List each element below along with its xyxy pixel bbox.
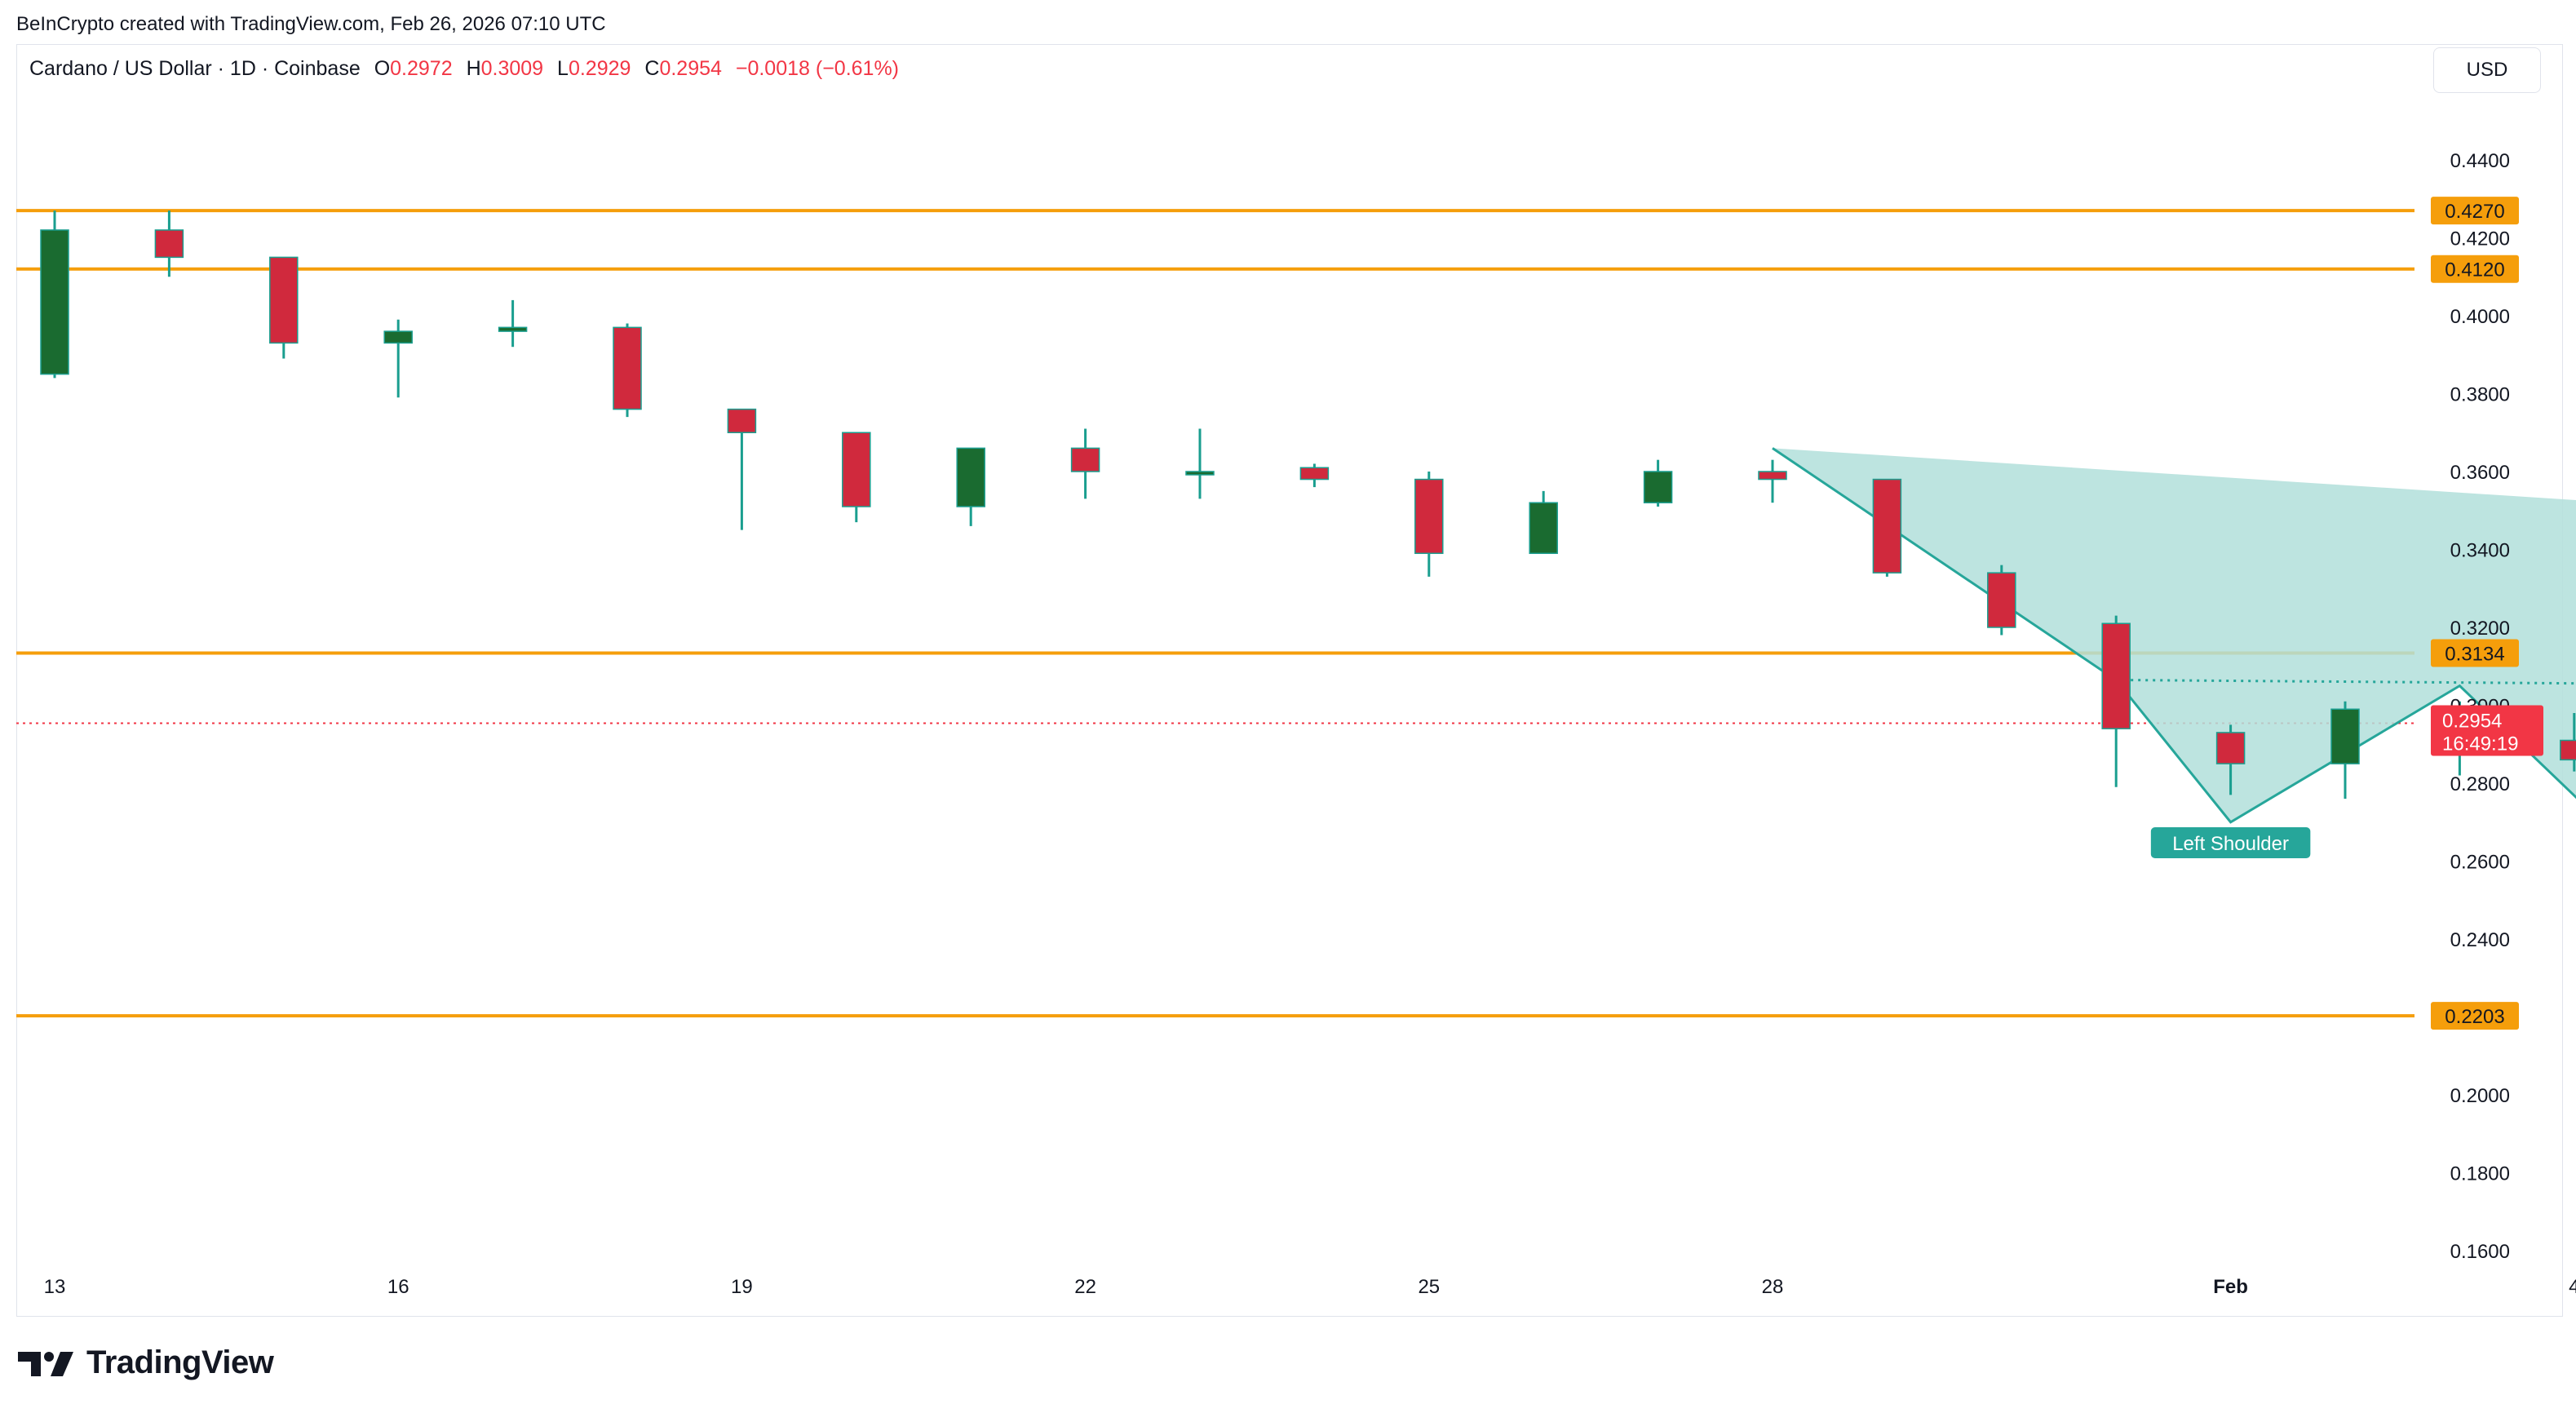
change-value: −0.0018 (−0.61%) (735, 57, 900, 80)
current-price-badge (2431, 705, 2543, 756)
candle-down (1070, 447, 1100, 472)
close-value: 0.2954 (659, 57, 722, 80)
candle-up (1529, 502, 1558, 555)
pattern-labels: Left ShoulderHeadRight Shoulder (2150, 827, 2311, 859)
high-value: 0.3009 (480, 57, 544, 80)
candle-down (2101, 622, 2131, 729)
candle-down (269, 256, 299, 344)
candle-down (1299, 467, 1330, 481)
time-tick-label: 19 (731, 1276, 753, 1298)
candlesticks (40, 210, 2576, 800)
pattern-fill (1773, 448, 2576, 822)
price-tick-label: 0.2000 (2450, 1085, 2510, 1107)
candle-down (2215, 732, 2246, 764)
candle-up (383, 330, 413, 344)
pattern-label: Left Shoulder (2172, 833, 2289, 855)
time-tick-label: 13 (44, 1276, 66, 1298)
level-badge (2431, 1002, 2519, 1030)
candle-up (1185, 471, 1215, 476)
price-tick-label: 0.2800 (2450, 773, 2510, 795)
price-axis: 0.4400 0.4200 0.4000 0.3800 0.3600 0.3400 0.32… (2431, 150, 2543, 1263)
price-tick-label: 0.3600 (2450, 462, 2510, 484)
candle-down (2560, 739, 2576, 761)
symbol-legend: Cardano / US Dollar · 1D · Coinbase O0.2… (29, 57, 899, 81)
symbol-name[interactable]: Cardano / US Dollar · 1D · Coinbase (29, 57, 361, 80)
candle-down (1987, 572, 2016, 628)
time-tick-label: 25 (1418, 1276, 1440, 1298)
price-tick-label: 0.2400 (2450, 929, 2510, 951)
time-tick-label: 22 (1074, 1276, 1096, 1298)
time-tick-label: Feb (2213, 1276, 2248, 1298)
low-label: L (557, 57, 569, 80)
level-badge-label: 0.2203 (2445, 1006, 2504, 1028)
level-badge-label: 0.4270 (2445, 201, 2504, 223)
candle-up (956, 447, 985, 507)
horizontal-levels (16, 209, 2414, 1018)
currency-selector[interactable]: USD (2433, 47, 2541, 93)
low-value: 0.2929 (568, 57, 631, 80)
brand-name: TradingView (86, 1344, 274, 1380)
chart-credit: BeInCrypto created with TradingView.com,… (16, 13, 606, 35)
time-axis: 131619222528Feb47101316192225Mar47101316 (44, 1276, 2576, 1298)
price-tick-label: 0.1600 (2450, 1241, 2510, 1263)
open-value: 0.2972 (390, 57, 453, 80)
candle-up (498, 326, 528, 332)
price-tick-label: 0.3200 (2450, 618, 2510, 640)
candle-up (40, 229, 69, 375)
level-badge-label: 0.4120 (2445, 259, 2504, 281)
candle-down (842, 432, 871, 507)
level-badge (2431, 197, 2519, 225)
pattern-outline (1772, 447, 2576, 824)
candle-down (1758, 471, 1787, 481)
candle-down (1414, 478, 1444, 555)
current-price-label: 0.2954 (2442, 710, 2502, 732)
price-tick-label: 0.2600 (2450, 852, 2510, 874)
candle-down (613, 326, 642, 410)
price-tick-label: 0.1800 (2450, 1163, 2510, 1185)
time-tick-label: 4 (2569, 1276, 2576, 1298)
candle-down (1872, 478, 1902, 574)
level-badge (2431, 255, 2519, 283)
pattern-label-box (2150, 827, 2311, 859)
candle-down (727, 408, 757, 434)
price-tick-label: 0.4000 (2450, 306, 2510, 328)
tradingview-brand[interactable]: TradingView (18, 1344, 274, 1381)
price-countdown-label: 16:49:19 (2442, 733, 2518, 755)
price-tick-label: 0.4200 (2450, 228, 2510, 250)
time-tick-label: 16 (387, 1276, 409, 1298)
inverse-head-shoulders-pattern (1772, 447, 2576, 824)
candle-up (2330, 708, 2360, 764)
price-tick-label: 0.3800 (2450, 384, 2510, 406)
level-badge-label: 0.3134 (2445, 644, 2504, 666)
level-badge (2431, 639, 2519, 667)
price-tick-label: 0.4400 (2450, 150, 2510, 172)
price-chart[interactable]: 2.618 (0.4668)1.618 (0.3853)1 (0.3349)0.… (0, 0, 2576, 1338)
high-label: H (466, 57, 481, 80)
candle-up (1643, 471, 1673, 503)
tradingview-logo-icon (18, 1351, 73, 1376)
close-label: C (644, 57, 660, 80)
price-tick-label: 0.3400 (2450, 540, 2510, 562)
open-label: O (374, 57, 391, 80)
candle-down (154, 229, 184, 259)
time-tick-label: 28 (1762, 1276, 1784, 1298)
